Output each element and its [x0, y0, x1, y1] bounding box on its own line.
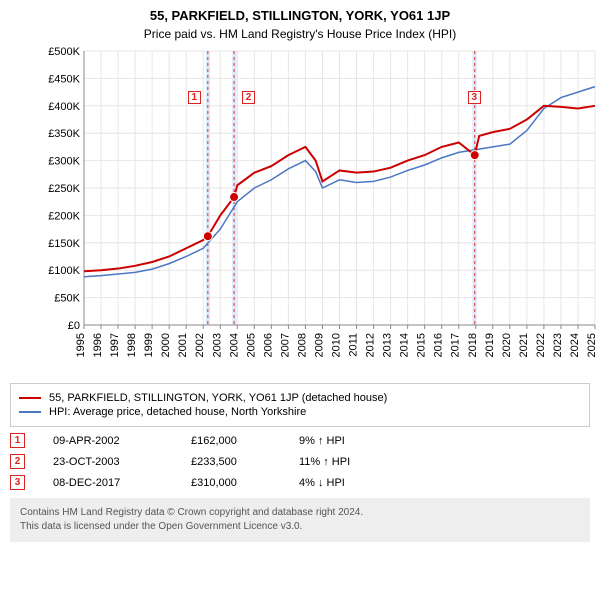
page-subtitle: Price paid vs. HM Land Registry's House … [0, 27, 600, 41]
legend-swatch-2 [19, 411, 41, 413]
tx-date-2: 23-OCT-2003 [53, 456, 163, 468]
svg-text:£200K: £200K [48, 210, 80, 222]
chart-marker-2: 2 [242, 91, 255, 104]
legend-row-1: 55, PARKFIELD, STILLINGTON, YORK, YO61 1… [19, 392, 581, 404]
svg-text:£0: £0 [68, 320, 80, 332]
svg-text:1998: 1998 [126, 333, 138, 357]
svg-text:2015: 2015 [416, 333, 428, 357]
table-row: 3 08-DEC-2017 £310,000 4% ↓ HPI [10, 475, 590, 490]
tx-badge-1: 1 [10, 433, 25, 448]
svg-text:2000: 2000 [160, 333, 172, 357]
legend-label-1: 55, PARKFIELD, STILLINGTON, YORK, YO61 1… [49, 392, 387, 404]
chart-marker-3: 3 [468, 91, 481, 104]
table-row: 1 09-APR-2002 £162,000 9% ↑ HPI [10, 433, 590, 448]
svg-text:£450K: £450K [48, 73, 80, 85]
svg-text:2002: 2002 [194, 333, 206, 357]
svg-text:2018: 2018 [467, 333, 479, 357]
footer: Contains HM Land Registry data © Crown c… [10, 498, 590, 542]
svg-text:2009: 2009 [313, 333, 325, 357]
svg-text:2005: 2005 [245, 333, 257, 357]
svg-text:£400K: £400K [48, 101, 80, 113]
legend-label-2: HPI: Average price, detached house, Nort… [49, 406, 306, 418]
svg-text:2003: 2003 [211, 333, 223, 357]
svg-text:2010: 2010 [331, 333, 343, 357]
svg-text:£250K: £250K [48, 183, 80, 195]
svg-text:2021: 2021 [518, 333, 530, 357]
legend: 55, PARKFIELD, STILLINGTON, YORK, YO61 1… [10, 383, 590, 427]
page-title: 55, PARKFIELD, STILLINGTON, YORK, YO61 1… [0, 8, 600, 23]
footer-line-1: Contains HM Land Registry data © Crown c… [20, 506, 580, 520]
legend-swatch-1 [19, 397, 41, 399]
tx-price-1: £162,000 [191, 435, 271, 447]
tx-delta-1: 9% ↑ HPI [299, 435, 590, 447]
chart: £0 £50K £100K £150K £200K £250K £300K £350K £400… [40, 45, 600, 375]
svg-text:2019: 2019 [484, 333, 496, 357]
chart-svg: £0 £50K £100K £150K £200K £250K £300K £350K £400… [40, 45, 600, 375]
titles: 55, PARKFIELD, STILLINGTON, YORK, YO61 1… [0, 0, 600, 45]
svg-text:£150K: £150K [48, 238, 80, 250]
svg-text:1996: 1996 [92, 333, 104, 357]
svg-text:2008: 2008 [296, 333, 308, 357]
svg-text:1999: 1999 [143, 333, 155, 357]
tx-date-3: 08-DEC-2017 [53, 477, 163, 489]
tx-delta-3: 4% ↓ HPI [299, 477, 590, 489]
svg-text:£50K: £50K [54, 293, 80, 305]
legend-row-2: HPI: Average price, detached house, Nort… [19, 406, 581, 418]
tx-date-1: 09-APR-2002 [53, 435, 163, 447]
svg-text:2016: 2016 [433, 333, 445, 357]
chart-marker-1: 1 [188, 91, 201, 104]
svg-text:2020: 2020 [501, 333, 513, 357]
footer-line-2: This data is licensed under the Open Gov… [20, 520, 580, 534]
svg-text:2013: 2013 [382, 333, 394, 357]
svg-text:2023: 2023 [552, 333, 564, 357]
tx-price-3: £310,000 [191, 477, 271, 489]
svg-text:2004: 2004 [228, 333, 240, 357]
svg-text:£500K: £500K [48, 46, 80, 58]
svg-text:2024: 2024 [569, 333, 581, 357]
svg-text:2001: 2001 [177, 333, 189, 357]
svg-text:£300K: £300K [48, 156, 80, 168]
page-root: 55, PARKFIELD, STILLINGTON, YORK, YO61 1… [0, 0, 600, 542]
tx-price-2: £233,500 [191, 456, 271, 468]
tx-badge-3: 3 [10, 475, 25, 490]
svg-text:2007: 2007 [279, 333, 291, 357]
svg-text:1997: 1997 [109, 333, 121, 357]
table-row: 2 23-OCT-2003 £233,500 11% ↑ HPI [10, 454, 590, 469]
tx-badge-2: 2 [10, 454, 25, 469]
svg-text:2012: 2012 [365, 333, 377, 357]
tx-delta-2: 11% ↑ HPI [299, 456, 590, 468]
svg-text:2017: 2017 [450, 333, 462, 357]
svg-text:2014: 2014 [399, 333, 411, 357]
svg-text:£100K: £100K [48, 265, 80, 277]
svg-text:1995: 1995 [75, 333, 87, 357]
svg-text:2006: 2006 [262, 333, 274, 357]
svg-text:£350K: £350K [48, 128, 80, 140]
transaction-table: 1 09-APR-2002 £162,000 9% ↑ HPI 2 23-OCT… [10, 433, 590, 490]
svg-text:2011: 2011 [348, 333, 360, 357]
svg-text:2022: 2022 [535, 333, 547, 357]
svg-text:2025: 2025 [586, 333, 598, 357]
